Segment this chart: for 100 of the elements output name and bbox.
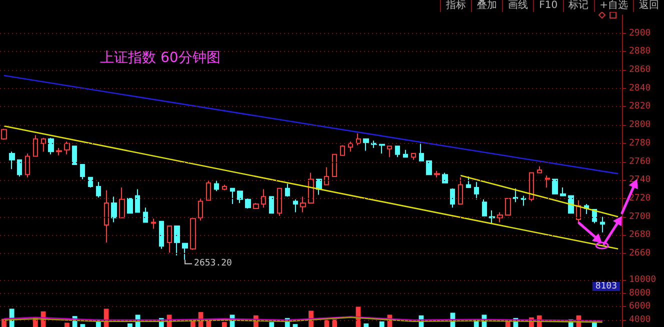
candlestick	[277, 188, 282, 216]
candlestick	[371, 140, 377, 149]
candlestick	[174, 225, 180, 256]
candlestick	[363, 138, 369, 152]
y-tick-label: 4000	[629, 315, 651, 326]
text: 返回	[633, 0, 664, 12]
candlestick	[1, 128, 7, 140]
text: 标记	[562, 0, 594, 12]
candlestick	[521, 195, 526, 206]
candlestick	[230, 188, 235, 204]
candlestick	[41, 137, 46, 152]
candlestick	[568, 195, 574, 214]
candlestick	[80, 164, 85, 180]
candlestick	[9, 151, 15, 170]
y-tick-label: 2860	[629, 65, 651, 76]
candlestick	[17, 159, 22, 177]
candlestick	[387, 146, 392, 158]
y-tick-label: 2680	[629, 230, 651, 240]
candlestick	[426, 160, 432, 176]
candlestick	[340, 144, 345, 156]
candlestick	[379, 144, 385, 154]
candlestick	[104, 190, 109, 243]
candlestick	[529, 172, 534, 202]
text: 上证指数 60分钟图	[100, 50, 220, 66]
candlestick	[269, 196, 274, 214]
candlestick	[111, 196, 117, 223]
candlestick	[513, 188, 518, 203]
candlestick	[237, 190, 243, 204]
candlestick	[466, 176, 471, 188]
candlestick	[458, 176, 463, 204]
text: 画线	[502, 0, 534, 12]
candlestick	[300, 196, 306, 213]
candlestick	[552, 178, 558, 194]
y-tick-label: 2720	[629, 193, 651, 204]
candlestick	[324, 166, 329, 186]
candlestick	[245, 198, 251, 210]
y-tick-label: 2820	[629, 102, 651, 112]
candlestick	[316, 178, 322, 196]
candlestick	[450, 188, 455, 208]
candlestick	[442, 172, 448, 184]
candlestick	[214, 180, 219, 192]
candlestick	[48, 137, 54, 155]
candlestick	[151, 218, 156, 230]
text: 2653.20	[194, 258, 232, 269]
y-tick-label: 8000	[629, 288, 651, 298]
candlestick	[419, 142, 424, 162]
candlestick	[356, 132, 361, 146]
annotation: 8103	[595, 282, 618, 292]
candlestick	[293, 198, 298, 213]
candlestick	[395, 146, 400, 158]
candlestick	[285, 183, 290, 198]
candlestick	[505, 198, 511, 216]
text: +自选	[594, 0, 633, 12]
y-tick-label: 2760	[629, 156, 651, 167]
candlestick	[403, 149, 408, 158]
candlestick	[119, 186, 125, 218]
candlestick	[474, 181, 479, 200]
candlestick	[576, 200, 581, 223]
y-tick-label: 6000	[629, 302, 651, 312]
text: F10	[533, 0, 563, 12]
candlestick	[545, 175, 550, 188]
candlestick	[308, 172, 314, 204]
candlestick	[135, 188, 140, 213]
candlestick	[182, 242, 188, 260]
candlestick	[560, 186, 566, 196]
candlestick	[434, 170, 440, 178]
candlestick	[56, 148, 62, 156]
candlestick	[198, 198, 203, 221]
text: 指标	[440, 0, 472, 12]
candlestick	[332, 154, 337, 177]
candlestick	[190, 218, 196, 250]
y-tick-label: 2880	[629, 46, 651, 57]
y-tick-label: 2840	[629, 83, 651, 94]
candlestick	[96, 181, 101, 198]
candlestick	[497, 212, 503, 223]
y-tick-label: 2800	[629, 120, 651, 130]
candlestick	[72, 146, 77, 166]
candlestick	[127, 198, 133, 214]
candlestick	[33, 134, 38, 157]
y-tick-label: 10000	[629, 275, 656, 286]
candlestick	[411, 153, 416, 160]
candlestick	[222, 184, 227, 191]
candlestick	[64, 141, 70, 155]
candlestick	[206, 180, 211, 201]
candlestick	[348, 141, 353, 152]
candlestick	[482, 198, 487, 216]
y-tick-label: 2700	[629, 212, 651, 222]
y-tick-label: 2660	[629, 248, 651, 258]
candlestick	[489, 210, 495, 224]
candlestick	[25, 153, 30, 178]
y-tick-label: 2740	[629, 175, 651, 186]
candlestick	[600, 216, 605, 233]
y-tick-label: 2780	[629, 138, 651, 148]
candlestick	[143, 207, 148, 223]
candlestick	[537, 166, 542, 174]
candlestick	[253, 202, 259, 210]
candlestick	[261, 188, 266, 208]
candlestick	[88, 176, 93, 188]
text: 叠加	[471, 0, 502, 12]
candlestick	[167, 225, 172, 254]
